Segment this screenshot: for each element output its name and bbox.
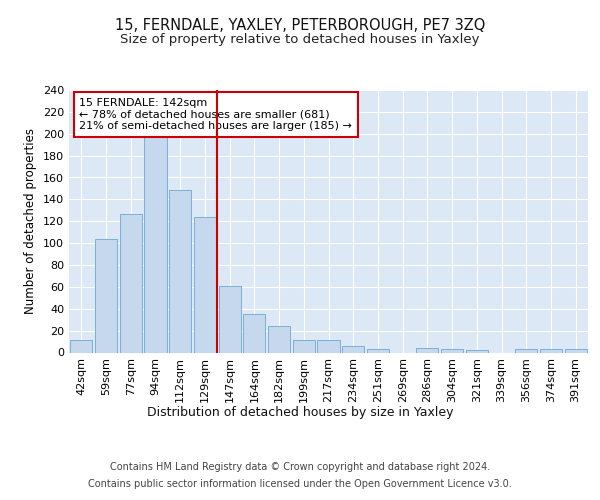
Text: Size of property relative to detached houses in Yaxley: Size of property relative to detached ho… xyxy=(120,32,480,46)
Bar xyxy=(367,349,389,352)
Bar xyxy=(194,217,216,352)
Bar xyxy=(119,214,142,352)
Bar xyxy=(416,348,439,352)
Bar xyxy=(540,349,562,352)
Bar xyxy=(218,286,241,352)
Y-axis label: Number of detached properties: Number of detached properties xyxy=(25,128,37,314)
Bar xyxy=(441,349,463,352)
Bar xyxy=(95,239,117,352)
Bar xyxy=(293,340,315,352)
Bar xyxy=(169,190,191,352)
Bar xyxy=(70,340,92,352)
Bar xyxy=(317,340,340,352)
Text: 15 FERNDALE: 142sqm
← 78% of detached houses are smaller (681)
21% of semi-detac: 15 FERNDALE: 142sqm ← 78% of detached ho… xyxy=(79,98,352,131)
Bar xyxy=(268,326,290,352)
Bar xyxy=(342,346,364,352)
Text: Distribution of detached houses by size in Yaxley: Distribution of detached houses by size … xyxy=(147,406,453,419)
Bar xyxy=(145,137,167,352)
Text: Contains HM Land Registry data © Crown copyright and database right 2024.: Contains HM Land Registry data © Crown c… xyxy=(110,462,490,472)
Bar xyxy=(565,349,587,352)
Text: Contains public sector information licensed under the Open Government Licence v3: Contains public sector information licen… xyxy=(88,479,512,489)
Bar xyxy=(515,349,538,352)
Bar xyxy=(466,350,488,352)
Bar xyxy=(243,314,265,352)
Text: 15, FERNDALE, YAXLEY, PETERBOROUGH, PE7 3ZQ: 15, FERNDALE, YAXLEY, PETERBOROUGH, PE7 … xyxy=(115,18,485,32)
